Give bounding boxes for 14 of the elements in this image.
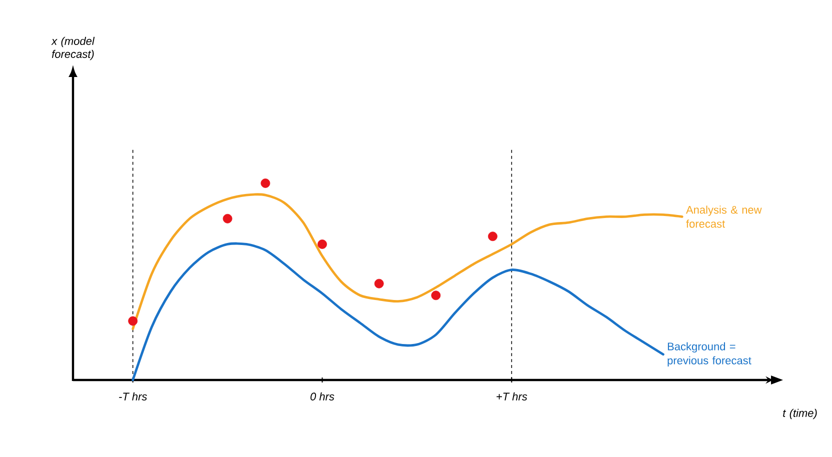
point: [318, 240, 327, 249]
point: [431, 290, 441, 300]
point: [128, 316, 138, 326]
text: x (model forecast): [51, 36, 95, 60]
x-axis-title: t (time): [783, 408, 817, 420]
x-tick-label: +T hrs: [496, 392, 528, 400]
point: [488, 232, 498, 242]
x-tick-label: 0 hrs: [310, 392, 334, 400]
point: [222, 214, 232, 224]
series-label: Analysis & new forecast: [686, 206, 762, 228]
point: [260, 178, 270, 188]
series-label: Background = previous forecast: [668, 342, 752, 367]
x-tick-label: -T hrs: [119, 392, 147, 400]
point: [374, 278, 384, 288]
